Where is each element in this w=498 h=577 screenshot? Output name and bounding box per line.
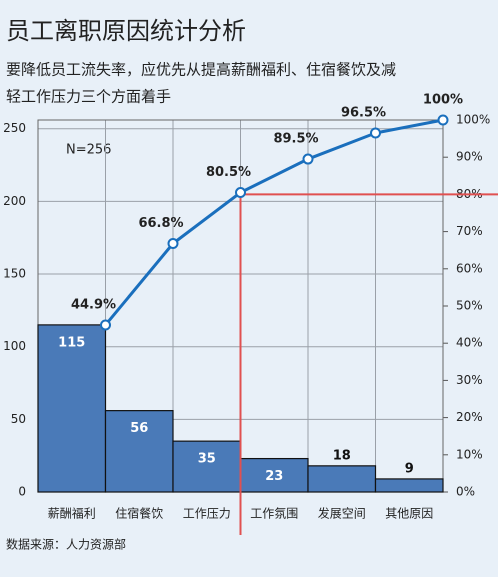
x-tick-label: 住宿餐饮	[115, 506, 163, 521]
annotation: N=256	[66, 143, 111, 158]
bar	[172, 440, 242, 493]
bar	[104, 410, 174, 493]
y2-tick-label: 30%	[456, 373, 483, 387]
x-tick-label: 其他原因	[385, 507, 433, 521]
bar-value-label: 115	[58, 335, 85, 350]
bar	[307, 465, 377, 493]
y2-tick-label: 90%	[456, 150, 483, 164]
bar-value-label: 23	[265, 469, 283, 484]
line-value-label: 80.5%	[206, 165, 251, 180]
cumulative-point	[370, 127, 381, 139]
y2-tick-label: 20%	[456, 410, 483, 424]
y2-tick-label: 60%	[456, 261, 483, 275]
y-tick-label: 200	[3, 194, 26, 208]
bar-value-label: 35	[198, 452, 216, 467]
y2-tick-label: 100%	[456, 113, 490, 127]
source: 数据来源：人力资源部	[6, 537, 126, 552]
bar	[37, 324, 107, 493]
cumulative-point	[167, 238, 179, 250]
cumulative-line	[104, 118, 444, 326]
bar-value-label: 56	[130, 421, 148, 436]
subtitle: 轻工作压力三个方面着手	[6, 88, 171, 106]
cumulative-point	[302, 153, 314, 165]
chart-title: 员工离职原因统计分析	[6, 17, 246, 45]
y-tick-label: 50	[11, 412, 26, 426]
x-tick-label: 发展空间	[318, 506, 366, 521]
bar-value-label: 9	[405, 461, 414, 476]
cumulative-point	[100, 319, 111, 331]
cumulative-point	[235, 187, 246, 199]
line-value-label: 66.8%	[138, 216, 183, 231]
y-tick-label: 250	[3, 121, 26, 135]
cumulative-point	[437, 114, 449, 126]
line-value-label: 100%	[423, 93, 463, 108]
x-tick-label: 工作氛围	[250, 507, 298, 521]
line-value-label: 44.9%	[71, 297, 116, 312]
y2-tick-label: 40%	[456, 336, 483, 350]
x-tick-label: 薪酬福利	[48, 506, 96, 521]
y-tick-label: 150	[3, 267, 26, 281]
y2-tick-label: 10%	[456, 447, 483, 461]
y2-tick-label: 70%	[456, 224, 483, 238]
subtitle: 要降低员工流失率，应优先从提高薪酬福利、住宿餐饮及减	[6, 61, 396, 79]
line-value-label: 89.5%	[273, 132, 318, 147]
y-tick-label: 0	[18, 485, 26, 499]
y-tick-label: 100	[3, 339, 26, 353]
x-tick-label: 工作压力	[183, 507, 231, 521]
bar-value-label: 18	[333, 448, 351, 463]
y2-tick-label: 0%	[456, 485, 475, 499]
line-value-label: 96.5%	[341, 106, 386, 121]
y2-tick-label: 50%	[456, 299, 483, 313]
bar	[374, 478, 444, 493]
bar	[239, 457, 309, 493]
